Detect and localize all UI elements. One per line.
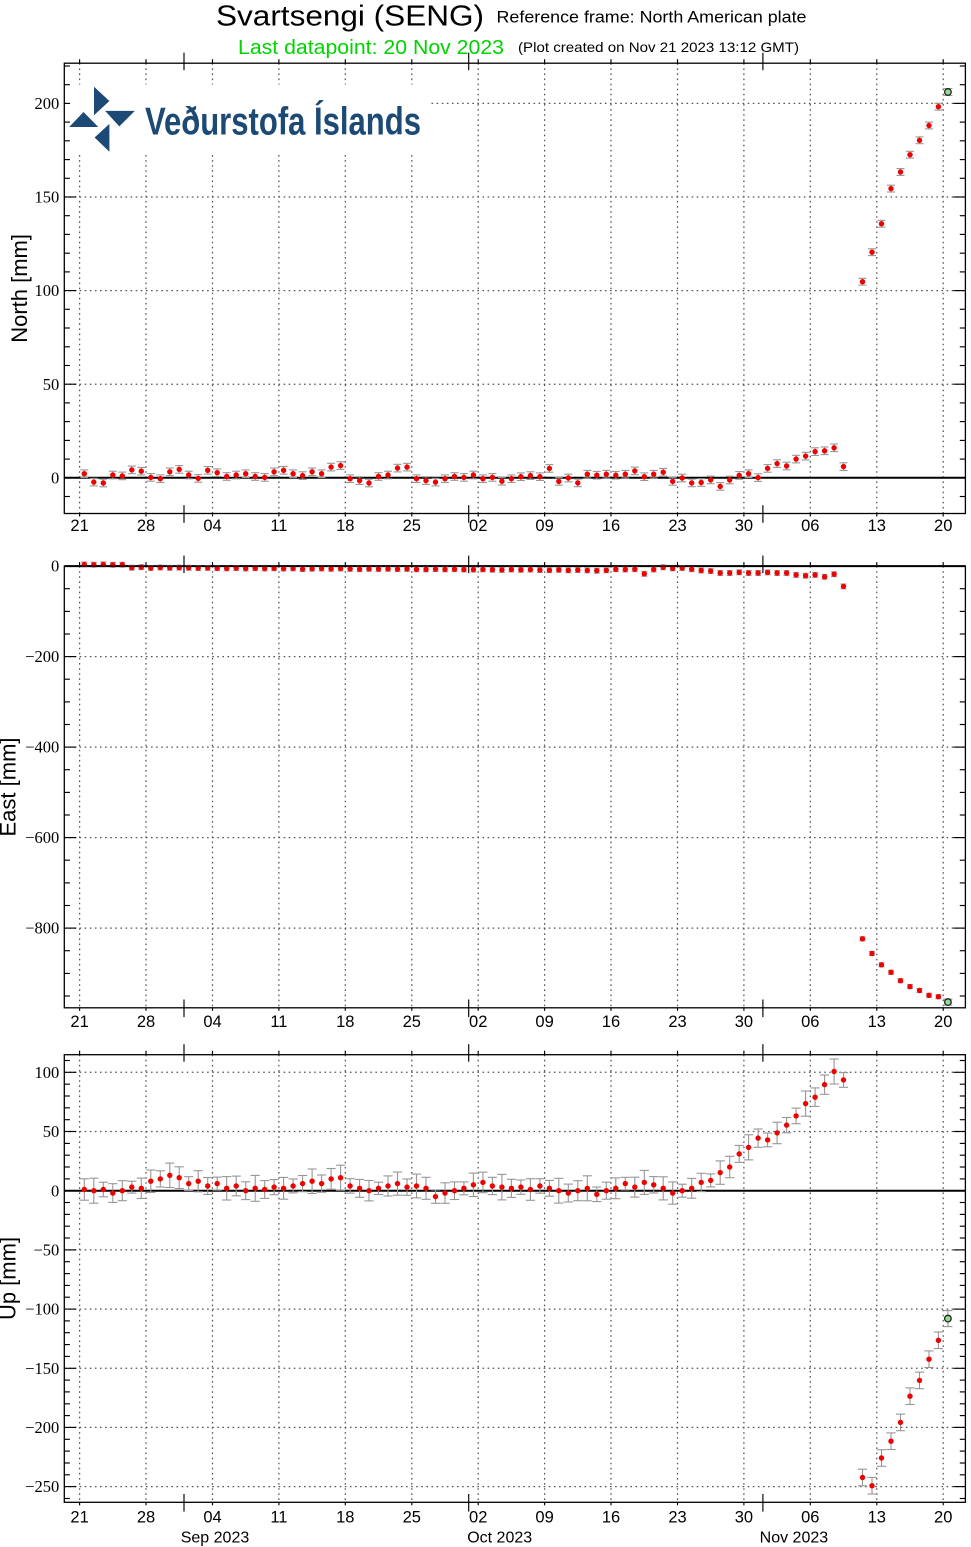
svg-text:Last datapoint: 20 Nov 2023: Last datapoint: 20 Nov 2023 — [238, 36, 504, 59]
svg-text:−100: −100 — [25, 1300, 59, 1319]
svg-text:06: 06 — [801, 517, 819, 535]
svg-text:04: 04 — [203, 1013, 221, 1031]
svg-text:Up [mm]: Up [mm] — [0, 1237, 21, 1320]
svg-text:09: 09 — [535, 517, 553, 535]
svg-text:50: 50 — [43, 375, 60, 394]
svg-text:30: 30 — [735, 1013, 753, 1031]
svg-text:16: 16 — [602, 517, 620, 535]
svg-text:−50: −50 — [33, 1241, 59, 1260]
svg-text:18: 18 — [336, 1013, 354, 1031]
svg-text:20: 20 — [934, 1508, 952, 1526]
svg-text:13: 13 — [868, 1508, 886, 1526]
svg-text:−400: −400 — [25, 738, 59, 757]
svg-text:28: 28 — [137, 1013, 155, 1031]
svg-text:(Plot created on Nov 21 2023 1: (Plot created on Nov 21 2023 13:12 GMT) — [518, 39, 799, 55]
svg-text:28: 28 — [137, 517, 155, 535]
svg-text:25: 25 — [403, 1508, 421, 1526]
svg-text:30: 30 — [735, 1508, 753, 1526]
svg-text:−600: −600 — [25, 828, 59, 847]
svg-text:06: 06 — [801, 1508, 819, 1526]
svg-text:Nov 2023: Nov 2023 — [760, 1529, 829, 1546]
svg-text:04: 04 — [203, 517, 221, 535]
svg-text:11: 11 — [270, 1508, 287, 1526]
svg-text:02: 02 — [469, 1013, 487, 1031]
svg-text:−150: −150 — [25, 1359, 59, 1378]
svg-text:150: 150 — [35, 188, 60, 207]
svg-text:16: 16 — [602, 1013, 620, 1031]
svg-text:18: 18 — [336, 1508, 354, 1526]
svg-text:23: 23 — [668, 517, 686, 535]
svg-text:0: 0 — [51, 468, 59, 487]
svg-text:21: 21 — [70, 1508, 88, 1526]
svg-text:100: 100 — [35, 1063, 60, 1082]
svg-text:21: 21 — [70, 517, 88, 535]
svg-text:100: 100 — [35, 281, 60, 300]
svg-text:−800: −800 — [25, 919, 59, 938]
svg-text:−200: −200 — [25, 1418, 59, 1437]
svg-text:0: 0 — [51, 1181, 59, 1200]
svg-text:East [mm]: East [mm] — [0, 737, 21, 836]
svg-text:11: 11 — [270, 1013, 287, 1031]
svg-text:50: 50 — [43, 1122, 60, 1141]
svg-text:North [mm]: North [mm] — [7, 234, 32, 343]
svg-text:200: 200 — [35, 94, 60, 113]
svg-text:20: 20 — [934, 517, 952, 535]
svg-text:Veðurstofa Íslands: Veðurstofa Íslands — [145, 100, 421, 144]
svg-text:0: 0 — [51, 557, 59, 576]
svg-text:02: 02 — [469, 1508, 487, 1526]
svg-text:−200: −200 — [25, 647, 59, 666]
svg-text:28: 28 — [137, 1508, 155, 1526]
svg-text:16: 16 — [602, 1508, 620, 1526]
svg-text:−250: −250 — [25, 1477, 59, 1496]
svg-text:11: 11 — [270, 517, 287, 535]
svg-text:30: 30 — [735, 517, 753, 535]
svg-text:23: 23 — [668, 1013, 686, 1031]
svg-text:23: 23 — [668, 1508, 686, 1526]
svg-text:Oct 2023: Oct 2023 — [467, 1529, 532, 1546]
svg-text:20: 20 — [934, 1013, 952, 1031]
svg-text:18: 18 — [336, 517, 354, 535]
svg-text:Sep 2023: Sep 2023 — [181, 1529, 250, 1546]
svg-text:09: 09 — [535, 1013, 553, 1031]
svg-text:02: 02 — [469, 517, 487, 535]
svg-text:25: 25 — [403, 517, 421, 535]
svg-text:Svartsengi (SENG): Svartsengi (SENG) — [216, 1, 484, 33]
svg-text:13: 13 — [868, 1013, 886, 1031]
svg-text:25: 25 — [403, 1013, 421, 1031]
svg-text:Reference frame: North America: Reference frame: North American plate — [497, 9, 807, 27]
svg-text:06: 06 — [801, 1013, 819, 1031]
svg-text:09: 09 — [535, 1508, 553, 1526]
svg-text:13: 13 — [868, 517, 886, 535]
svg-text:21: 21 — [70, 1013, 88, 1031]
svg-text:04: 04 — [203, 1508, 221, 1526]
